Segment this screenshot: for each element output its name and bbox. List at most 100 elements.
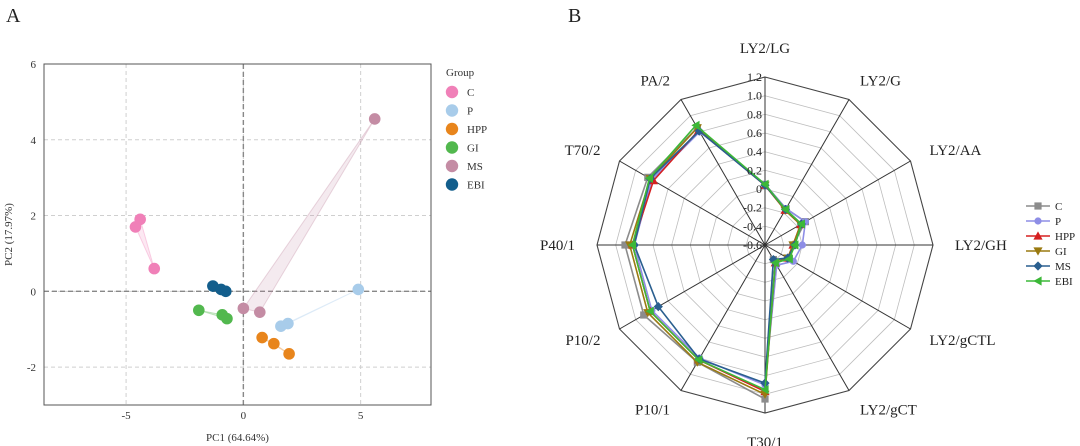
radar-axis-label: P40/1: [540, 238, 575, 254]
pca-legend-swatch-ms: [445, 159, 459, 173]
radar-series-ebi: [627, 120, 805, 395]
radar-tick-label: 0.2: [747, 163, 762, 177]
radar-chart: 1.2 1.0 0.8 0.6 0.4 0.2 0 -0.2 -0.4 -0.6 LY2/LG LY…: [540, 41, 1075, 446]
radar-axis-label: P10/2: [565, 333, 600, 349]
radar-tick-label: 1.0: [747, 89, 762, 103]
pca-point-ms: [237, 302, 250, 315]
pca-point-gi: [221, 312, 233, 325]
pca-x-tick-label: -5: [122, 410, 132, 422]
pca-point-c: [148, 262, 161, 275]
panel-label-a: A: [6, 5, 21, 27]
pca-y-tick-label: 2: [31, 211, 37, 223]
radar-axis-label: P10/1: [635, 403, 670, 419]
radar-point-c: [640, 311, 648, 319]
pca-axes: -5 0 5 -2 0 2 4 6: [27, 59, 432, 422]
radar-point-ebi: [790, 240, 799, 250]
radar-point-ebi: [644, 173, 654, 183]
radar-legend-label-ebi: EBI: [1055, 276, 1073, 288]
radar-spoke: [764, 160, 911, 246]
pca-point-p: [352, 283, 365, 296]
radar-axis-label: LY2/gCT: [860, 403, 917, 419]
radar-point-ebi: [694, 355, 703, 365]
pca-legend-swatch-hpp: [445, 122, 459, 136]
pca-point-hpp: [256, 331, 268, 344]
radar-tick-label: 0.8: [747, 107, 762, 121]
pca-point-p: [275, 320, 287, 332]
radar-tick-label: 0: [756, 182, 762, 196]
pca-legend-label-ebi: EBI: [467, 180, 485, 192]
pca-point-hpp: [283, 348, 295, 360]
radar-point-ebi: [770, 258, 779, 268]
radar-tick-labels: 1.2 1.0 0.8 0.6 0.4 0.2 0 -0.2 -0.4 -0.6: [743, 70, 762, 252]
radar-axis-label: T70/2: [565, 143, 601, 159]
radar-tick-label: 1.2: [747, 70, 762, 84]
pca-scatter-chart: -5 0 5 -2 0 2 4 6 PC1 (64.64%) PC2 (17.97%) Gro…: [3, 59, 487, 444]
radar-axis-label: PA/2: [641, 73, 670, 89]
pca-plot-frame: [43, 63, 432, 406]
radar-spoke: [764, 244, 850, 391]
pca-legend-label-gi: GI: [467, 143, 479, 155]
pca-points: [129, 113, 381, 360]
pca-point-c: [129, 221, 142, 233]
radar-axis-labels: LY2/LG LY2/G LY2/AA LY2/GH LY2/gCTL LY2/gCT T3…: [540, 41, 1007, 446]
radar-tick-label: -0.6: [743, 238, 762, 252]
radar-spoke: [619, 160, 766, 246]
pca-x-tick-label: 5: [358, 410, 364, 422]
pca-hull-ms: [242, 118, 376, 313]
pca-legend-title: Group: [446, 67, 475, 79]
pca-legend-label-ms: MS: [467, 161, 483, 173]
radar-tick-label: -0.2: [743, 201, 762, 215]
radar-point-ebi: [627, 240, 637, 250]
radar-legend-marker-ms: [1033, 261, 1043, 271]
radar-legend-marker-ebi: [1033, 276, 1042, 286]
pca-point-hpp: [268, 337, 280, 350]
radar-point-ebi: [645, 306, 654, 316]
pca-point-ebi: [219, 285, 232, 298]
pca-legend-swatch-c: [445, 85, 459, 99]
radar-legend-marker-p: [1034, 217, 1042, 225]
radar-point-ebi: [760, 179, 769, 189]
radar-point-ebi: [796, 219, 805, 229]
radar-legend-marker-hpp: [1033, 231, 1043, 240]
radar-point-c: [621, 241, 629, 249]
radar-legend-label-ms: MS: [1055, 261, 1071, 273]
pca-legend-label-p: P: [467, 106, 473, 118]
radar-grid: [596, 76, 934, 414]
radar-legend-label-p: P: [1055, 216, 1061, 228]
radar-point-ebi: [760, 385, 769, 395]
pca-legend-label-c: C: [467, 87, 474, 99]
radar-legend-label-c: C: [1055, 201, 1062, 213]
radar-point-ms: [768, 254, 778, 265]
pca-y-tick-label: 0: [31, 286, 37, 298]
pca-y-tick-label: 4: [31, 135, 37, 147]
radar-legend-marker-gi: [1033, 247, 1043, 256]
radar-axis-label: T30/1: [747, 435, 783, 446]
radar-tick-label: 0.4: [747, 145, 762, 159]
radar-point-ms: [694, 126, 704, 136]
pca-point-ms: [368, 113, 381, 125]
pca-legend-swatch-gi: [445, 141, 459, 154]
radar-series: [621, 120, 810, 403]
radar-axis-label: LY2/G: [860, 73, 901, 89]
radar-point-ms: [653, 302, 663, 312]
pca-legend-label-hpp: HPP: [467, 124, 487, 136]
radar-legend-marker-c: [1034, 202, 1042, 210]
pca-point-ms: [253, 306, 266, 318]
pca-point-gi: [193, 304, 205, 317]
radar-spoke: [764, 99, 850, 246]
radar-point-ebi: [784, 254, 793, 264]
radar-axis-label: LY2/LG: [740, 41, 790, 57]
pca-y-tick-label: -2: [27, 362, 36, 374]
pca-x-tick-label: 0: [241, 410, 247, 422]
radar-tick-label: -0.4: [743, 219, 762, 233]
radar-spoke: [680, 244, 766, 391]
panel-label-b: B: [568, 5, 581, 27]
radar-legend: CP HPP GI MS EBI: [1026, 201, 1075, 288]
radar-axis-label: LY2/gCTL: [930, 333, 996, 349]
pca-x-axis-label: PC1 (64.64%): [206, 432, 269, 444]
radar-point-ebi: [780, 204, 790, 215]
radar-tick-label: 0.6: [747, 126, 762, 140]
pca-y-axis-label: PC2 (17.97%): [3, 203, 15, 266]
radar-point-p: [798, 241, 806, 249]
